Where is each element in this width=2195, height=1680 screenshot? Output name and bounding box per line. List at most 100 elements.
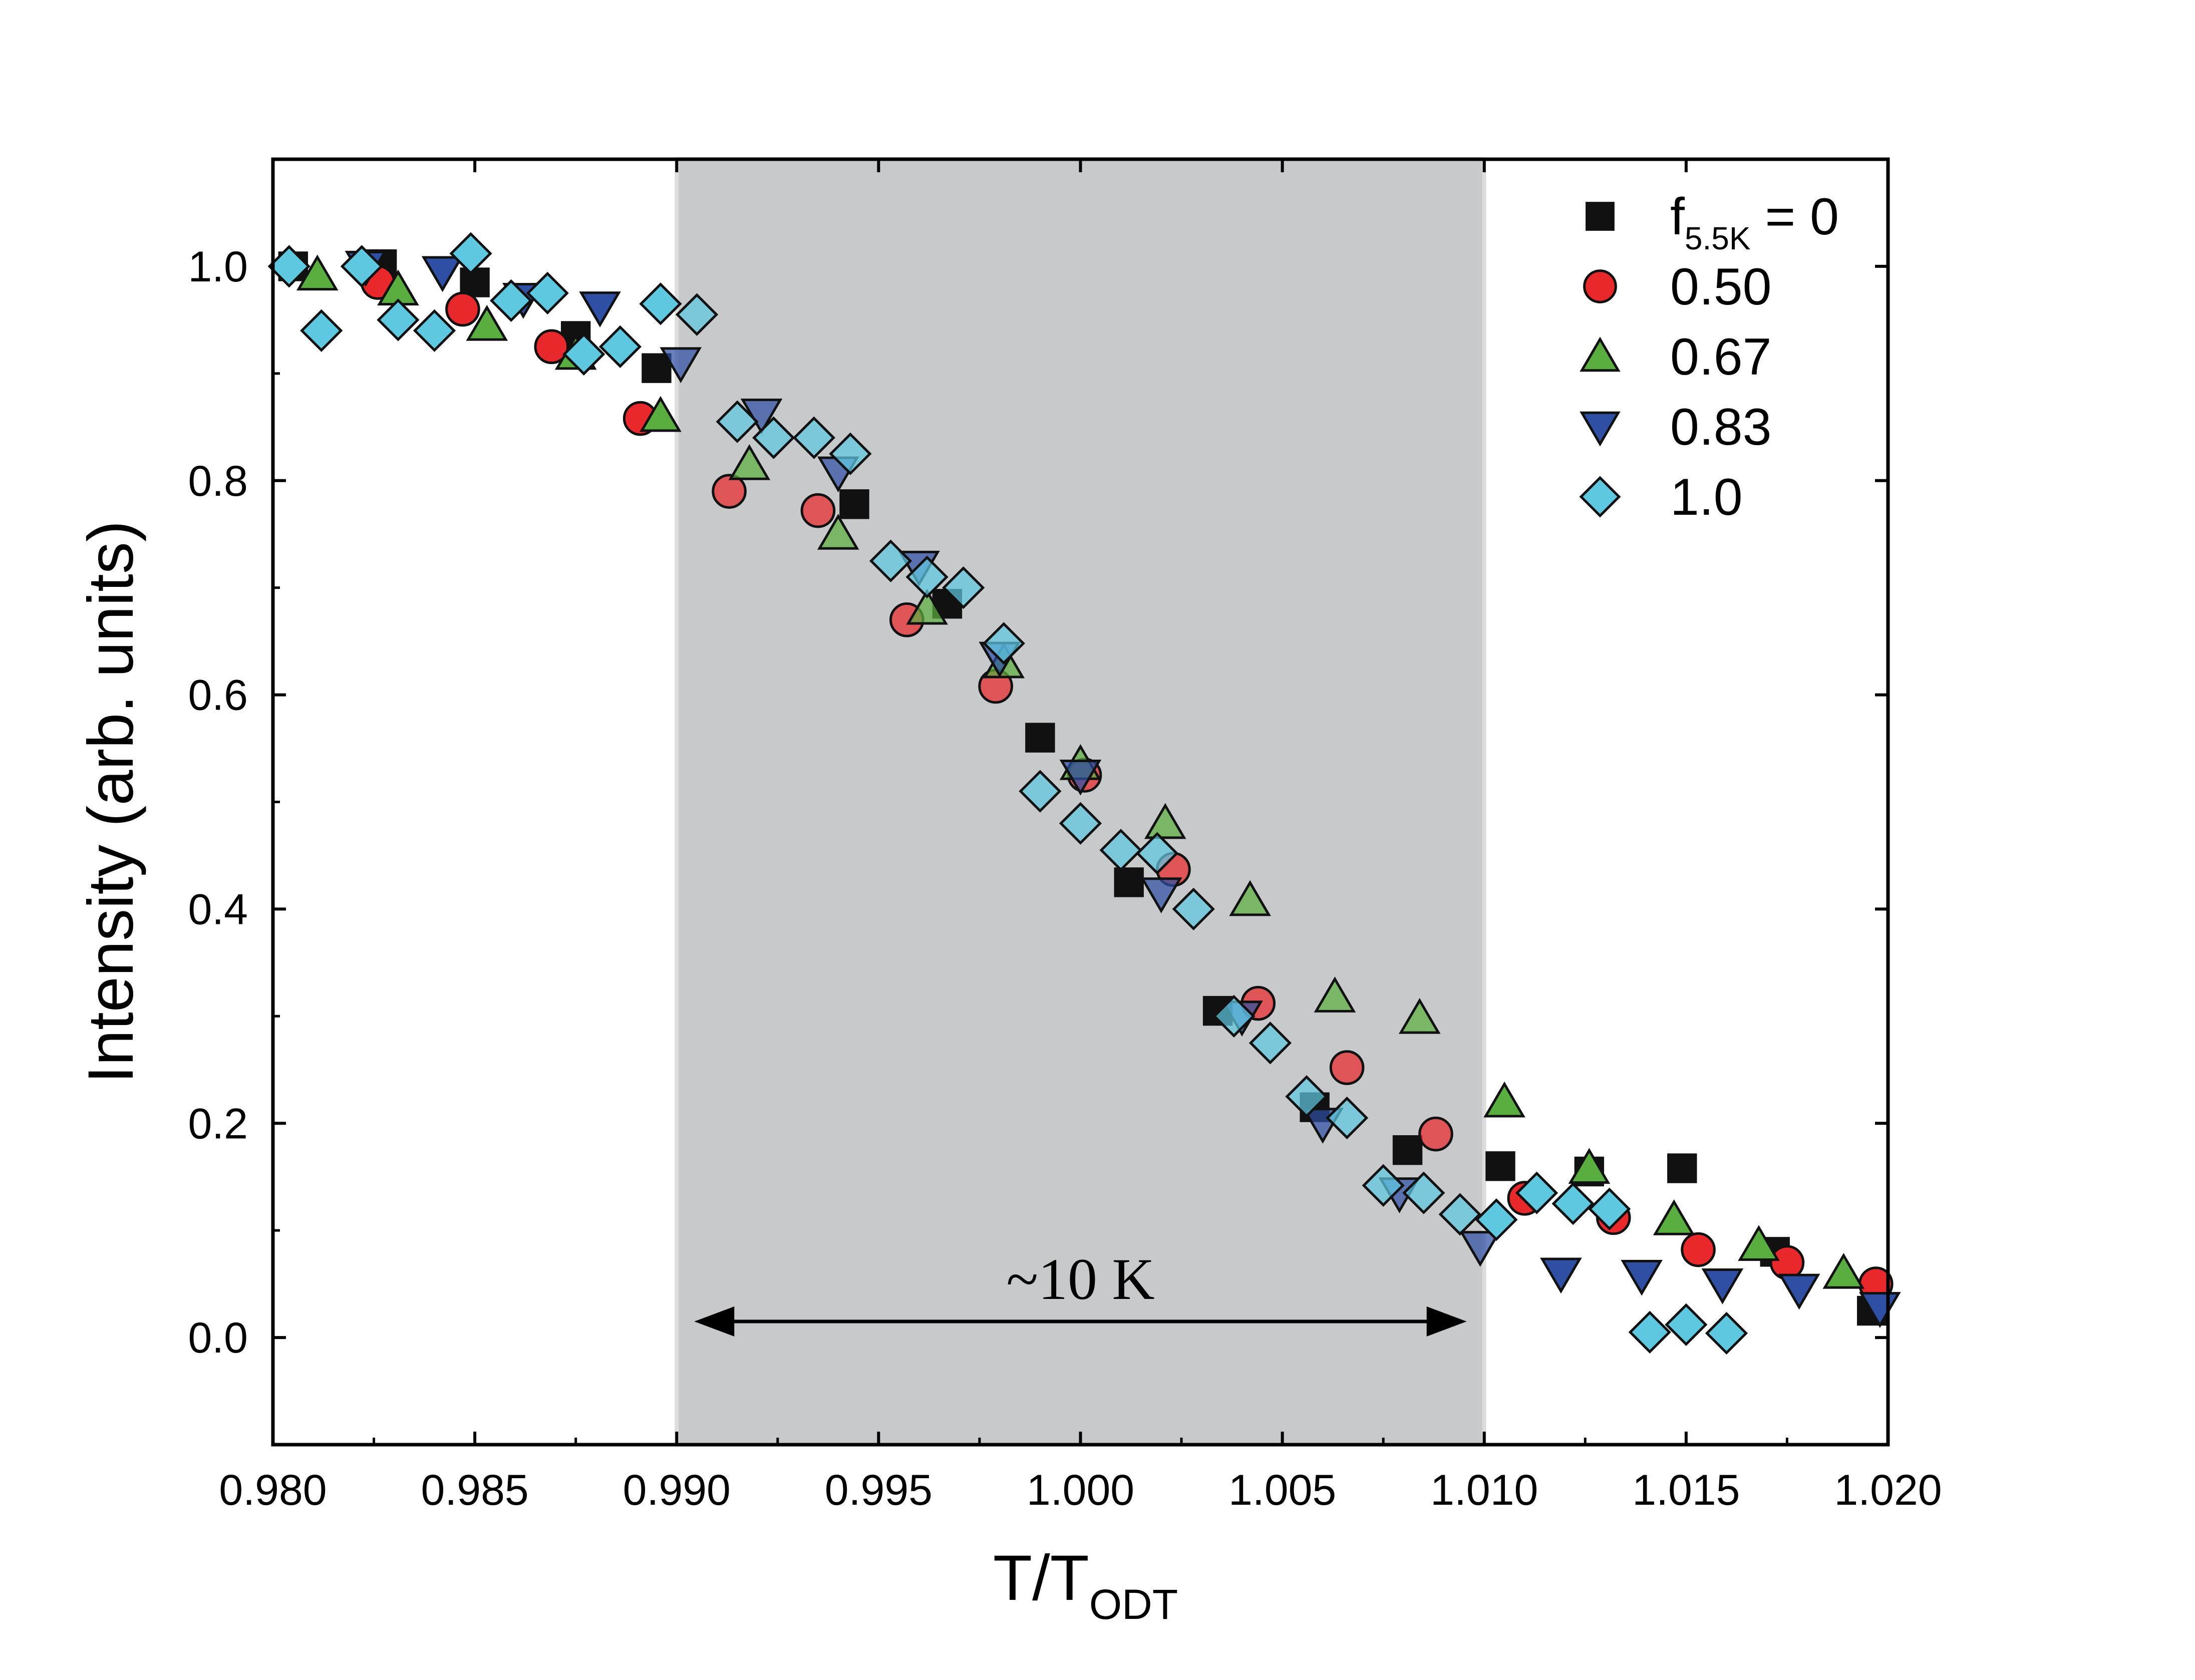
y-tick-label: 0.2 (188, 1100, 248, 1148)
data-point-diamond (942, 566, 985, 609)
axes: 0.980 0.985 0.990 0.995 1.000 1.005 1.010 1.015… (188, 158, 1942, 1514)
legend-label-0-prefix: f (1670, 188, 1685, 246)
data-point-circle (1681, 1232, 1716, 1267)
data-point-diamond (1285, 1075, 1328, 1118)
data-point-circle (1418, 1116, 1453, 1152)
legend-label-0: f5.5K = 0 (1670, 188, 1839, 256)
x-axis-label: T/TODT (993, 1542, 1178, 1628)
data-point-square (1667, 1153, 1697, 1183)
data-point-circle (800, 493, 836, 528)
x-tick-label: 1.010 (1430, 1466, 1538, 1514)
legend-label-0-suffix: = 0 (1751, 188, 1839, 246)
data-point-triangle-down (1540, 1257, 1582, 1294)
annotation-label: ~10 K (1006, 1246, 1155, 1312)
data-point-triangle-up (1653, 1199, 1695, 1235)
data-point-triangle-up (466, 304, 508, 341)
data-point-diamond (675, 293, 719, 336)
data-point-circle (445, 291, 480, 327)
data-point-diamond (1402, 1171, 1445, 1214)
x-tick-label: 0.980 (219, 1466, 327, 1514)
series-4 (267, 232, 1748, 1355)
data-point-diamond (598, 325, 642, 368)
data-point-diamond (639, 282, 682, 325)
data-point-triangle-up (1398, 997, 1441, 1034)
data-point-triangle-down (1140, 877, 1182, 913)
x-tick-label: 0.985 (421, 1466, 529, 1514)
data-point-diamond (1212, 994, 1256, 1038)
data-point-diamond (300, 309, 343, 352)
axis-labels: T/TODT Intensity (arb. units) (75, 521, 1178, 1628)
data-point-square (1114, 867, 1144, 897)
data-point-triangle-down (1459, 1231, 1501, 1267)
shaded-region (675, 157, 1486, 1447)
data-point-triangle-up (1229, 880, 1271, 916)
x-tick-label: 1.000 (1027, 1466, 1134, 1514)
data-point-diamond (1438, 1193, 1482, 1236)
data-point-triangle-up (1738, 1225, 1780, 1261)
data-point-diamond (1588, 1187, 1631, 1231)
x-tick-label: 0.995 (825, 1466, 932, 1514)
y-axis-label: Intensity (arb. units) (75, 521, 147, 1084)
data-point-triangle-down (1701, 1268, 1744, 1304)
legend-label-0-subscript: 5.5K (1685, 220, 1751, 256)
legend-marker-1 (1583, 269, 1617, 303)
data-point-triangle-up (1144, 803, 1186, 839)
data-point-triangle-up (1483, 1081, 1525, 1118)
data-point-diamond (1551, 1182, 1595, 1225)
data-point-diamond (1665, 1303, 1708, 1347)
data-point-circle (534, 329, 569, 365)
data-point-diamond (490, 279, 533, 322)
data-point-triangle-up (640, 396, 682, 432)
data-point-diamond (1136, 832, 1179, 875)
data-point-diamond (982, 622, 1025, 665)
data-point-diamond (829, 432, 872, 475)
data-point-diamond (752, 416, 795, 459)
data-point-triangle-up (296, 254, 339, 291)
y-tick-label: 0.4 (188, 885, 248, 933)
data-point-square (460, 267, 490, 297)
data-point-square (642, 353, 672, 383)
data-point-diamond (526, 271, 569, 315)
data-point-diamond (1628, 1310, 1671, 1354)
data-point-diamond (377, 298, 420, 342)
arrowhead-left (694, 1306, 735, 1336)
data-point-diamond (1248, 1022, 1292, 1065)
data-point-diamond (449, 232, 492, 275)
data-point-diamond (1705, 1311, 1748, 1355)
data-point-diamond (340, 245, 384, 288)
legend-label-3: 0.83 (1670, 398, 1771, 456)
data-point-triangle-up (817, 514, 859, 550)
data-point-circle (1329, 1050, 1365, 1085)
y-tick-label: 0.8 (188, 457, 248, 505)
x-tick-label: 1.015 (1632, 1466, 1740, 1514)
data-point-square (839, 489, 869, 519)
data-point-diamond (1172, 887, 1215, 931)
data-point-diamond (267, 245, 310, 288)
data-point-circle (712, 474, 747, 509)
data-point-square (1392, 1135, 1423, 1165)
data-point-diamond (905, 555, 949, 598)
data-point-diamond (792, 416, 836, 459)
data-point-triangle-up (1314, 976, 1356, 1013)
data-points (267, 232, 1901, 1355)
data-point-triangle-up (1822, 1253, 1865, 1289)
data-point-diamond (1019, 770, 1062, 813)
data-point-diamond (1325, 1096, 1369, 1140)
data-point-triangle-down (1059, 759, 1102, 796)
y-tick-label: 0.0 (188, 1314, 248, 1362)
data-point-triangle-down (1621, 1259, 1663, 1296)
legend-label-2: 0.67 (1670, 328, 1771, 386)
arrowhead-right (1426, 1306, 1467, 1336)
data-point-diamond (716, 400, 759, 443)
data-point-diamond (869, 539, 912, 582)
legend-marker-3 (1580, 411, 1621, 447)
x-tick-label: 1.005 (1228, 1466, 1336, 1514)
legend-marker-4 (1579, 476, 1621, 518)
data-point-diamond (1515, 1171, 1558, 1214)
legend-marker-2 (1580, 337, 1621, 372)
data-point-diamond (1362, 1164, 1405, 1207)
y-tick-label: 1.0 (188, 243, 248, 291)
data-point-triangle-up (906, 588, 948, 625)
plot-frame (271, 157, 1890, 1447)
data-point-square (1485, 1151, 1515, 1181)
